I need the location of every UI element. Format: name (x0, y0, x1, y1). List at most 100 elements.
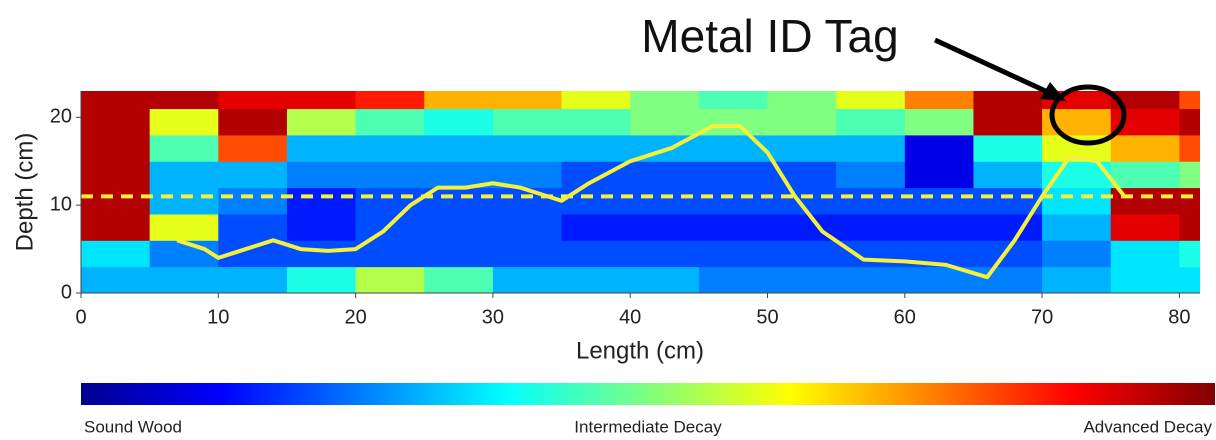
heat-cell (81, 134, 151, 162)
heat-cell (492, 187, 563, 215)
heat-cell (149, 161, 219, 189)
heat-cell (904, 91, 974, 110)
x-tick-label: 30 (482, 306, 504, 328)
heat-cell (81, 213, 151, 241)
x-tick-label: 70 (1031, 306, 1053, 328)
heat-cell (767, 91, 837, 110)
x-tick-label: 80 (1168, 306, 1190, 328)
heat-cell (561, 240, 631, 268)
heat-cell (698, 266, 769, 293)
heat-cell (218, 266, 288, 293)
heatmap (81, 91, 1200, 293)
heat-cell (1179, 266, 1200, 293)
heat-cell (767, 108, 837, 136)
x-tick-label: 20 (344, 306, 366, 328)
heat-cell (218, 213, 288, 241)
y-tick-label: 0 (61, 281, 72, 303)
heat-cell (561, 108, 631, 136)
heat-cell (286, 108, 357, 136)
heat-cell (1179, 240, 1200, 268)
heat-cell (698, 161, 769, 189)
heat-cell (1110, 134, 1180, 162)
heat-cell (630, 91, 700, 110)
heat-cell (149, 134, 219, 162)
heat-cell (630, 213, 700, 241)
heat-cell (81, 108, 151, 136)
heat-cell (149, 187, 219, 215)
colorbar-label: Sound Wood (84, 417, 182, 436)
x-axis-label: Length (cm) (576, 337, 704, 364)
heat-cell (355, 134, 425, 162)
heat-cell (424, 187, 494, 215)
heat-cell (81, 91, 151, 110)
x-tick-label: 10 (207, 306, 229, 328)
heat-cell (355, 266, 425, 293)
heat-cell (836, 266, 906, 293)
heat-cell (424, 134, 494, 162)
heat-cell (904, 108, 974, 136)
heat-cell (767, 213, 837, 241)
colorbar (81, 383, 1215, 405)
heat-cell (286, 134, 357, 162)
heat-cell (424, 240, 494, 268)
heat-cell (1179, 108, 1200, 136)
heat-cell (767, 134, 837, 162)
y-tick-label: 20 (50, 106, 72, 128)
heat-cell (836, 108, 906, 136)
heat-cell (836, 213, 906, 241)
heat-cell (904, 187, 974, 215)
heat-cell (973, 134, 1043, 162)
heat-cell (218, 187, 288, 215)
heat-cell (561, 187, 631, 215)
heat-cell (1042, 266, 1112, 293)
heat-cell (492, 213, 563, 241)
heat-cell (1110, 213, 1180, 241)
heat-cell (1179, 187, 1200, 215)
heat-cell (355, 108, 425, 136)
heat-cell (81, 161, 151, 189)
heat-cell (561, 213, 631, 241)
heat-cell (355, 240, 425, 268)
heat-cell (698, 134, 769, 162)
heat-cell (1110, 240, 1180, 268)
heat-cell (286, 266, 357, 293)
x-tick-label: 60 (894, 306, 916, 328)
heat-cell (1179, 91, 1200, 110)
heat-cell (561, 134, 631, 162)
heat-cell (286, 240, 357, 268)
heat-cell (1110, 161, 1180, 189)
heat-cell (218, 108, 288, 136)
heat-cell (149, 108, 219, 136)
heat-cell (286, 213, 357, 241)
heat-cell (836, 161, 906, 189)
colorbar-label: Advanced Decay (1083, 417, 1212, 436)
heat-cell (973, 161, 1043, 189)
heat-cell (1110, 91, 1180, 110)
heat-cell (630, 266, 700, 293)
heat-cell (630, 108, 700, 136)
heat-cell (286, 187, 357, 215)
heat-cell (1042, 213, 1112, 241)
heat-cell (1179, 161, 1200, 189)
overlay (81, 124, 1200, 280)
heat-cell (836, 134, 906, 162)
heat-cell (904, 161, 974, 189)
heat-cell (904, 213, 974, 241)
x-tick-label: 50 (756, 306, 778, 328)
heat-cell (1042, 240, 1112, 268)
annotation: Metal ID Tag (641, 10, 898, 62)
x-tick-label: 0 (75, 306, 86, 328)
heat-cell (973, 213, 1043, 241)
heat-cell (149, 266, 219, 293)
heat-cell (767, 240, 837, 268)
heat-cell (218, 161, 288, 189)
heat-cell (973, 240, 1043, 268)
heat-cell (355, 161, 425, 189)
heat-cell (81, 266, 151, 293)
heat-cell (424, 91, 494, 110)
heat-cell (355, 187, 425, 215)
heat-cell (698, 213, 769, 241)
heat-cell (904, 134, 974, 162)
arrow-shaft (933, 37, 1054, 97)
